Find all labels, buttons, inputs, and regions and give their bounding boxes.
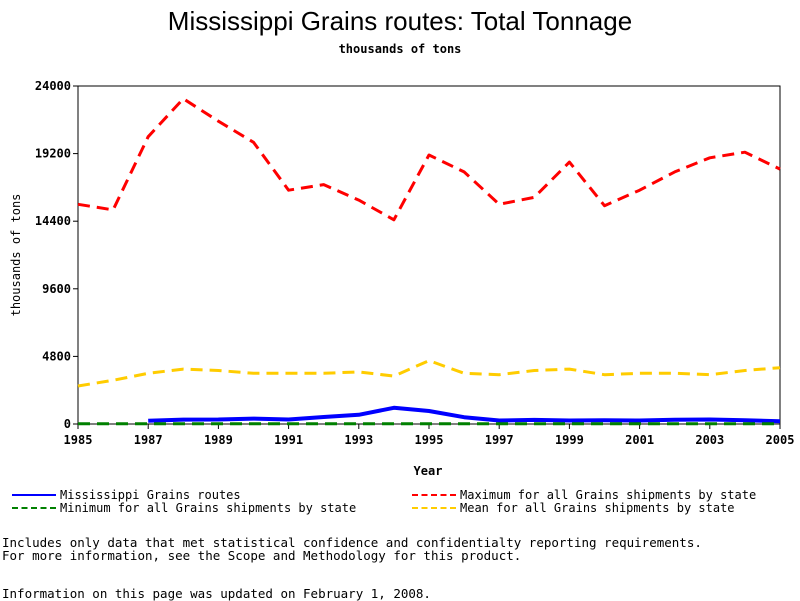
x-axis-label: Year: [414, 464, 443, 478]
footnote-updated: Information on this page was updated on …: [2, 586, 431, 601]
x-tick-label: 2005: [766, 433, 795, 447]
x-tick-label: 1987: [134, 433, 163, 447]
legend-swatch-green: [12, 507, 56, 509]
x-tick-label: 1999: [555, 433, 584, 447]
x-tick-label: 1991: [274, 433, 303, 447]
x-axis: 1985 1987 1989 1991 1993 1995 1997 1999 2001 2003…: [64, 424, 795, 447]
legend-swatch-red: [412, 494, 456, 496]
y-axis: 0 4800 9600 14400 19200 24000: [35, 79, 78, 431]
x-tick-label: 2003: [695, 433, 724, 447]
y-tick-label: 0: [64, 417, 71, 431]
series-group: [77, 97, 781, 426]
series-line-mean-for-all-grains-shipments-by-state: [77, 359, 781, 388]
legend-swatch-yellow: [412, 507, 456, 509]
chart-title: Mississippi Grains routes: Total Tonnage: [167, 6, 633, 36]
y-tick-label: 4800: [42, 349, 71, 363]
x-tick-label: 1995: [415, 433, 444, 447]
x-tick-label: 1985: [64, 433, 93, 447]
x-tick-label: 1993: [344, 433, 373, 447]
y-tick-label: 19200: [35, 147, 71, 161]
x-tick-label: 1997: [485, 433, 514, 447]
legend-label: Mean for all Grains shipments by state: [460, 501, 735, 515]
plot-area-frame: [77, 85, 781, 425]
legend-label: Minimum for all Grains shipments by stat…: [60, 501, 357, 515]
x-tick-label: 1989: [204, 433, 233, 447]
y-axis-label: thousands of tons: [9, 194, 23, 317]
legend-label: Mississippi Grains routes: [60, 488, 241, 502]
y-tick-label: 9600: [42, 282, 71, 296]
footnote-methodology: For more information, see the Scope and …: [2, 548, 522, 563]
footnote-confidence: Includes only data that met statistical …: [2, 535, 702, 550]
series-line-maximum-for-all-grains-shipments-by-state: [77, 97, 781, 222]
chart-subtitle: thousands of tons: [338, 42, 462, 56]
series-line-mississippi-grains-routes: [148, 405, 781, 424]
x-tick-label: 2001: [625, 433, 654, 447]
line-chart: 0 4800 9600 14400 19200 24000 1985 1987 1989 199…: [9, 79, 795, 478]
y-tick-label: 24000: [35, 79, 71, 93]
y-tick-label: 14400: [35, 214, 71, 228]
legend-swatch-blue: [12, 494, 56, 496]
legend-label: Maximum for all Grains shipments by stat…: [460, 488, 757, 502]
